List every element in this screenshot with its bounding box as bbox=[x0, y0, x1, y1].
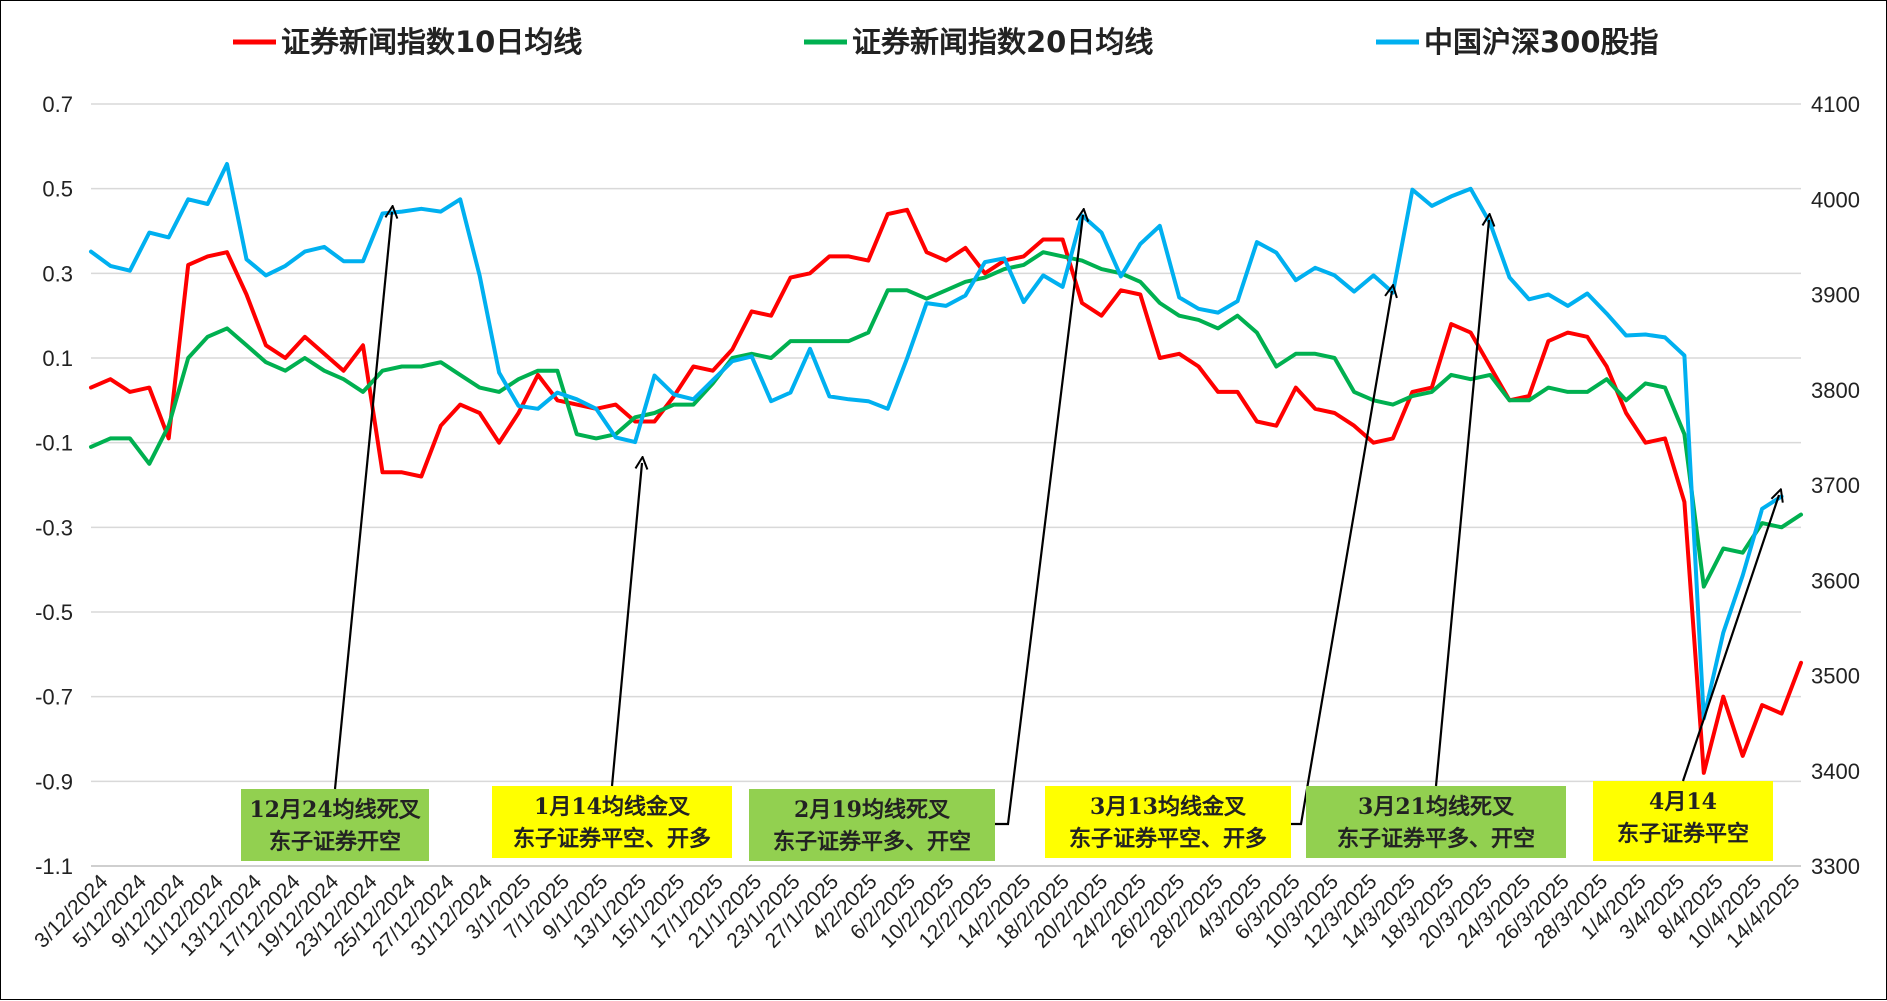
annotation-text: 东子证券开空 bbox=[269, 829, 401, 855]
annotation-arrow bbox=[333, 212, 392, 790]
annotation-rect bbox=[1045, 786, 1291, 858]
annotation-text: 东子证券平空、开多 bbox=[1069, 826, 1267, 852]
annotation-text: 东子证券平多、开空 bbox=[773, 829, 971, 855]
legend-label-series-2: 证券新闻指数20日均线 bbox=[852, 25, 1153, 59]
annotation-text: 东子证券平空、开多 bbox=[513, 826, 711, 852]
annotation-rect bbox=[241, 789, 429, 861]
series-line-3 bbox=[89, 162, 1784, 721]
annotation-text: 东子证券平空 bbox=[1617, 821, 1749, 847]
left-tick-label: 0.5 bbox=[42, 177, 73, 202]
annotation-arrow bbox=[1434, 220, 1489, 787]
series-layer bbox=[89, 162, 1803, 775]
right-tick-label: 3400 bbox=[1811, 759, 1860, 784]
annotation-text: 12月24均线死叉 bbox=[249, 797, 420, 823]
annotation-rect bbox=[749, 789, 995, 861]
series-line-2 bbox=[89, 250, 1803, 589]
annotation-text: 1月14均线金叉 bbox=[534, 794, 690, 820]
annotation-rect bbox=[492, 786, 732, 858]
right-tick-label: 3300 bbox=[1811, 854, 1860, 879]
right-tick-label: 3900 bbox=[1811, 283, 1860, 308]
annotation-text: 2月19均线死叉 bbox=[794, 797, 950, 823]
right-tick-label: 4000 bbox=[1811, 187, 1860, 212]
left-tick-label: 0.3 bbox=[42, 261, 73, 286]
annotation-arrow bbox=[610, 463, 642, 787]
annotation-rect bbox=[1306, 786, 1566, 858]
annotation-box-6: 4月14 东子证券平空 bbox=[1593, 495, 1779, 861]
left-tick-label: -0.1 bbox=[35, 431, 73, 456]
left-tick-label: 0.1 bbox=[42, 346, 73, 371]
legend-label-series-3: 中国沪深300股指 bbox=[1424, 25, 1659, 59]
right-tick-label: 3700 bbox=[1811, 473, 1860, 498]
left-tick-label: 0.7 bbox=[42, 92, 73, 117]
annotation-text: 3月21均线死叉 bbox=[1358, 794, 1514, 820]
annotation-layer: 12月24均线死叉东子证券开空1月14均线金叉东子证券平空、开多2月19均线死叉… bbox=[241, 212, 1779, 861]
legend: 证券新闻指数10日均线 证券新闻指数20日均线 中国沪深300股指 bbox=[233, 25, 1659, 59]
annotation-arrow bbox=[1291, 291, 1392, 826]
left-tick-label: -0.3 bbox=[35, 515, 73, 540]
x-axis-ticks: 3/12/20245/12/20249/12/202411/12/202413/… bbox=[30, 870, 1804, 961]
left-tick-label: -0.5 bbox=[35, 600, 73, 625]
annotation-arrow bbox=[1681, 495, 1779, 782]
annotation-text: 3月13均线金叉 bbox=[1090, 794, 1246, 820]
annotation-text: 4月14 bbox=[1649, 789, 1717, 815]
legend-label-series-1: 证券新闻指数10日均线 bbox=[281, 25, 582, 59]
right-tick-label: 4100 bbox=[1811, 92, 1860, 117]
right-tick-label: 3500 bbox=[1811, 664, 1860, 689]
left-tick-label: -1.1 bbox=[35, 854, 73, 879]
annotation-text: 东子证券平多、开空 bbox=[1337, 826, 1535, 852]
left-tick-label: -0.9 bbox=[35, 769, 73, 794]
left-tick-label: -0.7 bbox=[35, 685, 73, 710]
right-axis-ticks: 4100 4000 3900 3800 3700 3600 3500 3400 3300 bbox=[1811, 92, 1860, 879]
grid-lines bbox=[91, 103, 1801, 867]
annotation-rect bbox=[1593, 781, 1773, 861]
right-tick-label: 3600 bbox=[1811, 568, 1860, 593]
right-tick-label: 3800 bbox=[1811, 378, 1860, 403]
annotation-arrow bbox=[995, 215, 1083, 826]
left-axis-ticks: 0.7 0.5 0.3 0.1 -0.1 -0.3 -0.5 -0.7 -0.9 -1.1 bbox=[35, 92, 73, 879]
